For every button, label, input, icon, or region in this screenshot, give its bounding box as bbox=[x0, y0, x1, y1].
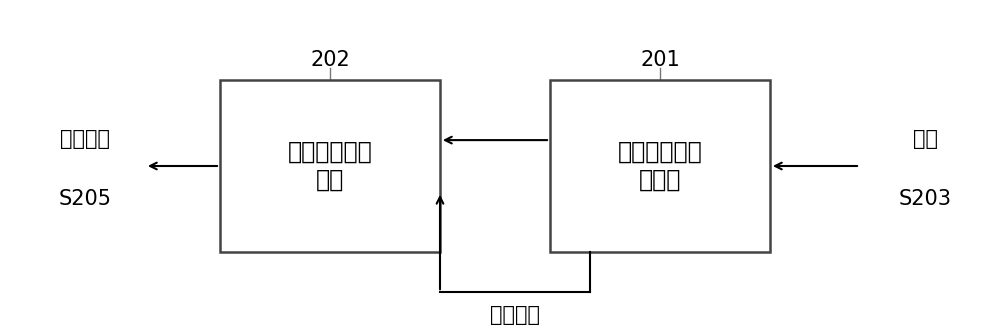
Text: 202: 202 bbox=[310, 50, 350, 70]
Text: 脸部信息: 脸部信息 bbox=[60, 129, 110, 149]
Text: 201: 201 bbox=[640, 50, 680, 70]
Text: S203: S203 bbox=[898, 189, 952, 209]
Text: 影像: 影像 bbox=[912, 129, 938, 149]
Text: S205: S205 bbox=[58, 189, 112, 209]
Text: 脸部检测与追
踪单元: 脸部检测与追 踪单元 bbox=[618, 140, 702, 192]
Text: 脸部距离计算
单元: 脸部距离计算 单元 bbox=[288, 140, 372, 192]
Text: 变焦信息: 变焦信息 bbox=[490, 305, 540, 325]
Bar bbox=[550, 80, 770, 252]
Bar bbox=[220, 80, 440, 252]
